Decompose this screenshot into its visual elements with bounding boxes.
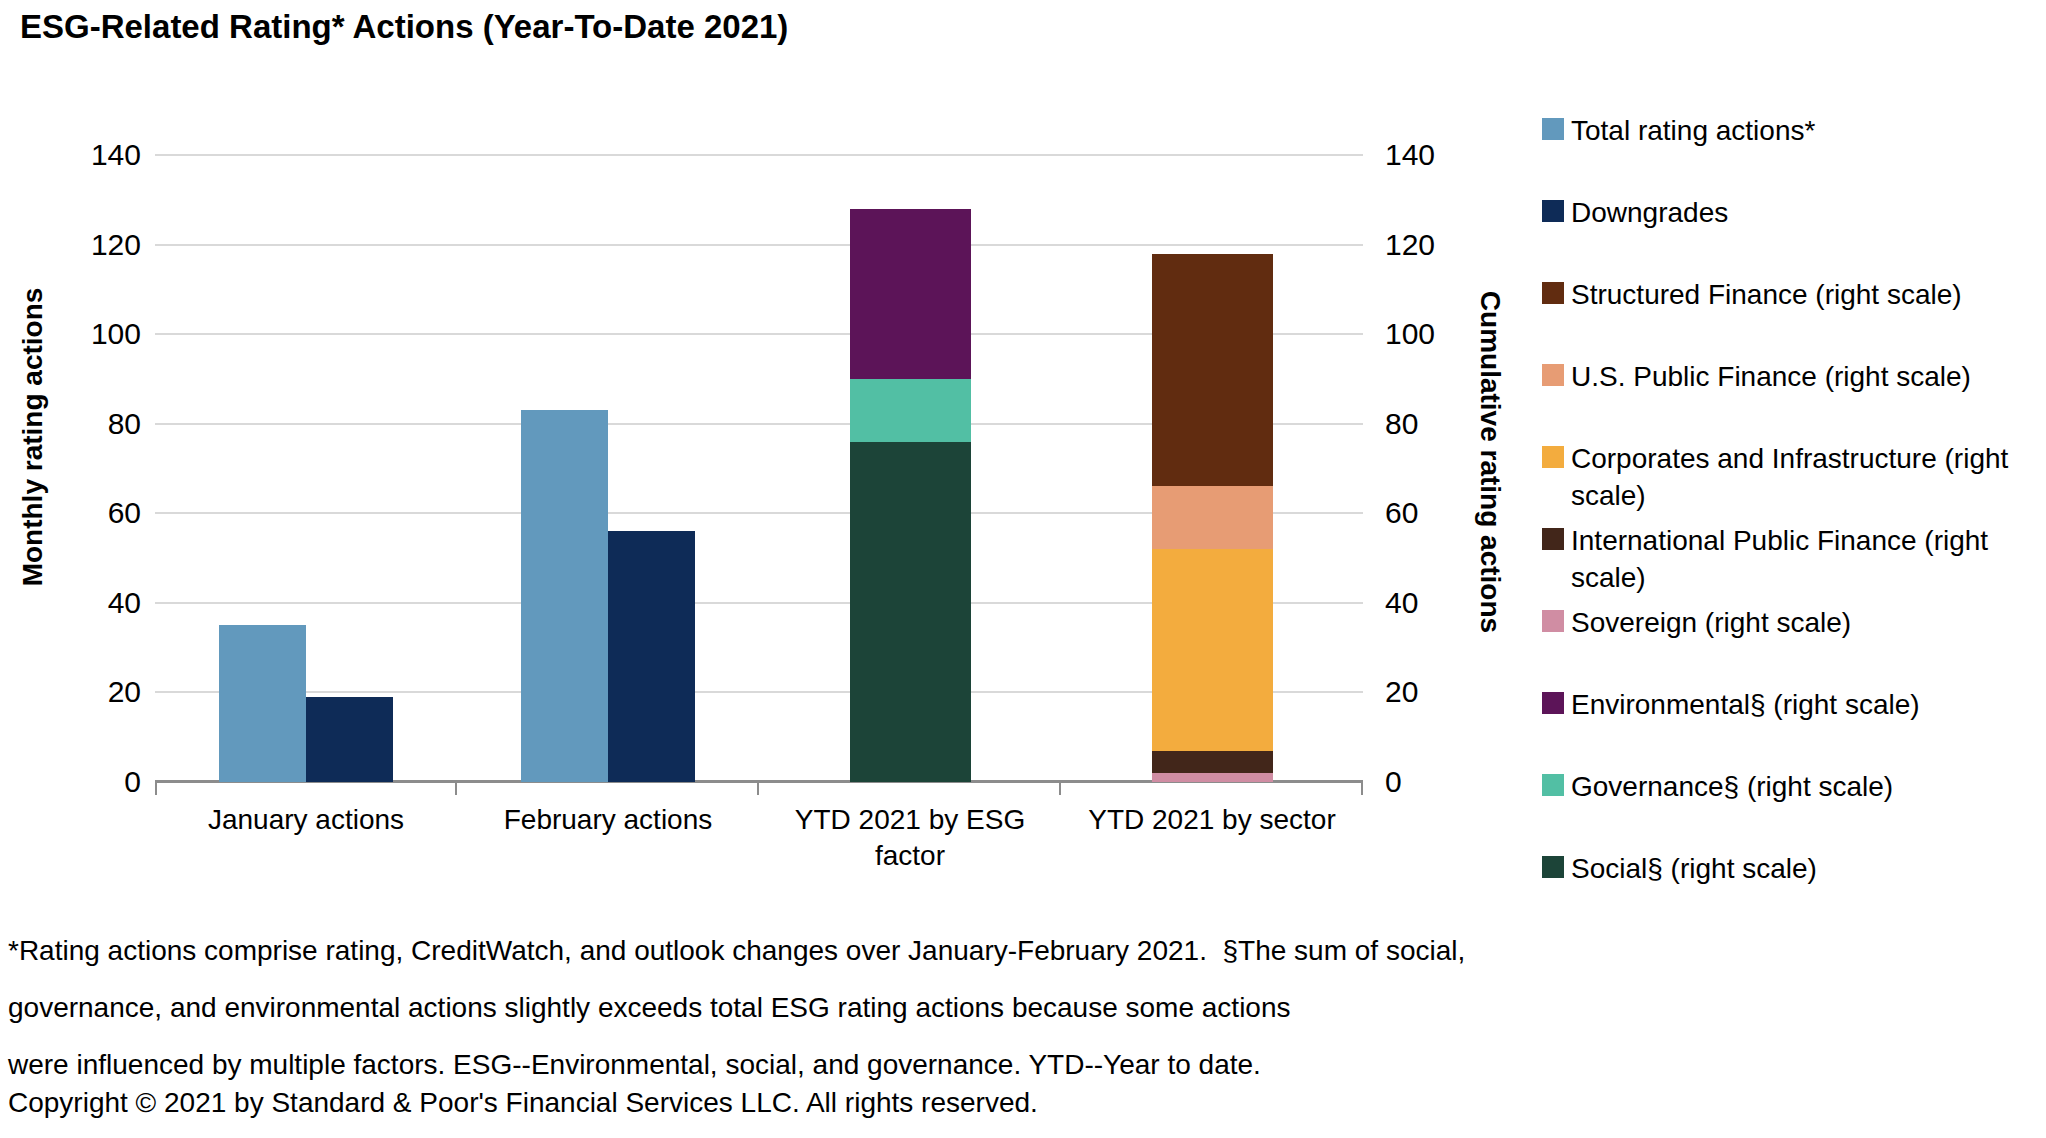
x-axis-category-text: February actions xyxy=(504,802,713,874)
legend-swatch xyxy=(1542,692,1564,714)
copyright-line: Copyright © 2021 by Standard & Poor's Fi… xyxy=(8,1084,1038,1122)
y-axis-left-tick-label: 60 xyxy=(41,498,141,528)
axis-tick xyxy=(155,782,157,795)
y-axis-left-tick-label: 120 xyxy=(41,230,141,260)
legend: Total rating actions* Downgrades Structure… xyxy=(1542,112,2044,932)
axis-tick xyxy=(757,782,759,795)
gridline xyxy=(155,154,1363,156)
y-axis-left-tick-label: 80 xyxy=(41,409,141,439)
footnote-line-3: were influenced by multiple factors. ESG… xyxy=(8,1046,1261,1084)
legend-label: International Public Finance (right scal… xyxy=(1571,522,2044,596)
gridline xyxy=(155,244,1363,246)
legend-swatch xyxy=(1542,200,1564,222)
legend-item: International Public Finance (right scal… xyxy=(1542,522,2044,604)
axis-tick xyxy=(1059,782,1061,795)
legend-swatch xyxy=(1542,282,1564,304)
x-axis-category-label: YTD 2021 by ESG factor xyxy=(759,802,1061,874)
x-axis-category-text: YTD 2021 by ESG factor xyxy=(774,802,1046,874)
bar-segment xyxy=(521,410,608,782)
y-axis-left-tick-label: 140 xyxy=(41,140,141,170)
legend-label: Total rating actions* xyxy=(1571,112,1815,149)
legend-item: U.S. Public Finance (right scale) xyxy=(1542,358,2044,440)
legend-swatch xyxy=(1542,528,1564,550)
legend-label: Governance§ (right scale) xyxy=(1571,768,1893,805)
footnote-line-2: governance, and environmental actions sl… xyxy=(8,989,1291,1027)
bar-segment xyxy=(850,379,971,442)
legend-item: Corporates and Infrastructure (right sca… xyxy=(1542,440,2044,522)
bar-segment xyxy=(850,209,971,379)
x-axis-labels: January actions February actions YTD 2021 … xyxy=(155,802,1363,874)
bar-segment xyxy=(850,442,971,782)
y-axis-right-tick-label: 80 xyxy=(1385,409,1495,439)
legend-label: Environmental§ (right scale) xyxy=(1571,686,1920,723)
chart-title: ESG-Related Rating* Actions (Year-To-Dat… xyxy=(20,8,788,46)
y-axis-left-tick-label: 40 xyxy=(41,588,141,618)
plot-area xyxy=(155,155,1363,782)
legend-label: Social§ (right scale) xyxy=(1571,850,1817,887)
legend-label: Structured Finance (right scale) xyxy=(1571,276,1962,313)
legend-label: Sovereign (right scale) xyxy=(1571,604,1851,641)
bar-segment xyxy=(306,697,393,782)
y-axis-right-tick-label: 60 xyxy=(1385,498,1495,528)
y-axis-right-tick-label: 140 xyxy=(1385,140,1495,170)
y-axis-right-tick-label: 40 xyxy=(1385,588,1495,618)
x-axis-category-label: February actions xyxy=(457,802,759,874)
page: { "title": "ESG-Related Rating* Actions … xyxy=(0,0,2046,1138)
legend-item: Structured Finance (right scale) xyxy=(1542,276,2044,358)
y-axis-right-tick-label: 20 xyxy=(1385,677,1495,707)
x-axis-category-label: YTD 2021 by sector xyxy=(1061,802,1363,874)
bar-segment xyxy=(608,531,695,782)
y-axis-right-tick-label: 0 xyxy=(1385,767,1495,797)
y-axis-right-tick-label: 100 xyxy=(1385,319,1495,349)
legend-item: Total rating actions* xyxy=(1542,112,2044,194)
axis-tick xyxy=(455,782,457,795)
y-axis-left-tick-label: 0 xyxy=(41,767,141,797)
legend-label: Corporates and Infrastructure (right sca… xyxy=(1571,440,2044,514)
bar-segment xyxy=(219,625,306,782)
legend-swatch xyxy=(1542,774,1564,796)
legend-label: Downgrades xyxy=(1571,194,1728,231)
x-axis-category-text: YTD 2021 by sector xyxy=(1088,802,1335,874)
legend-swatch xyxy=(1542,856,1564,878)
legend-swatch xyxy=(1542,118,1564,140)
legend-item: Sovereign (right scale) xyxy=(1542,604,2044,686)
legend-swatch xyxy=(1542,610,1564,632)
x-axis-category-label: January actions xyxy=(155,802,457,874)
y-axis-left-tick-label: 20 xyxy=(41,677,141,707)
x-axis-category-text: January actions xyxy=(208,802,404,874)
legend-swatch xyxy=(1542,364,1564,386)
footnote-line-1: *Rating actions comprise rating, CreditW… xyxy=(8,932,1465,970)
bar-segment xyxy=(1152,751,1273,773)
y-axis-left-tick-label: 100 xyxy=(41,319,141,349)
legend-item: Environmental§ (right scale) xyxy=(1542,686,2044,768)
axis-tick xyxy=(1361,782,1363,795)
legend-item: Governance§ (right scale) xyxy=(1542,768,2044,850)
legend-swatch xyxy=(1542,446,1564,468)
bar-segment xyxy=(1152,773,1273,782)
bar-segment xyxy=(1152,486,1273,549)
bar-segment xyxy=(1152,254,1273,487)
y-axis-right-tick-label: 120 xyxy=(1385,230,1495,260)
legend-item: Downgrades xyxy=(1542,194,2044,276)
legend-item: Social§ (right scale) xyxy=(1542,850,2044,932)
bar-segment xyxy=(1152,549,1273,751)
legend-label: U.S. Public Finance (right scale) xyxy=(1571,358,1971,395)
